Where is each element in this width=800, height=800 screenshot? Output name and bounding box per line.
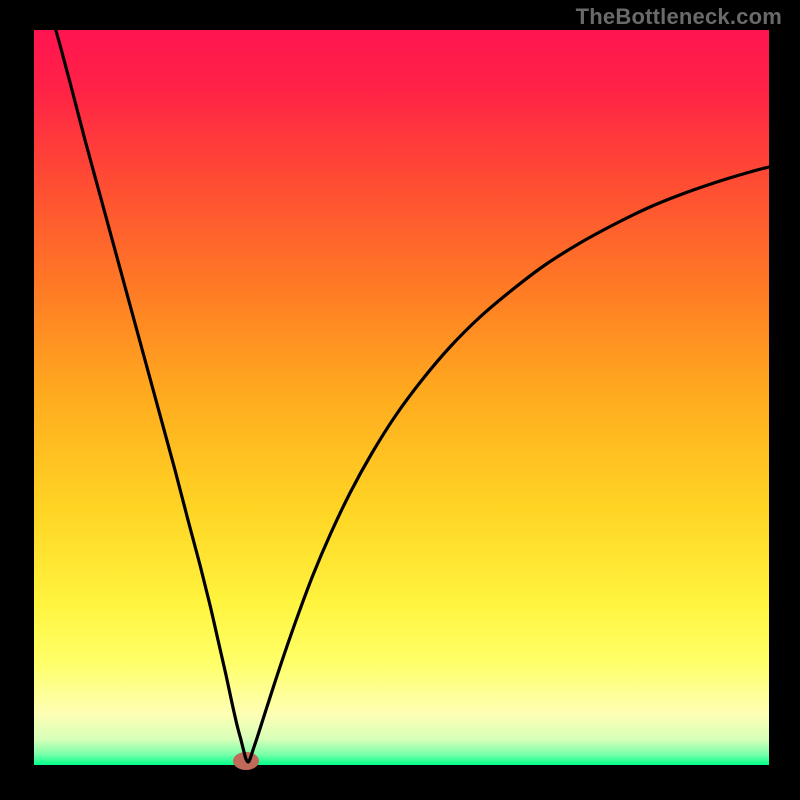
plot-area (34, 30, 769, 765)
watermark-text: TheBottleneck.com (576, 4, 782, 30)
chart-svg (0, 0, 800, 800)
chart-container: TheBottleneck.com (0, 0, 800, 800)
minimum-marker (233, 752, 259, 770)
bottleneck-curve (52, 17, 769, 762)
